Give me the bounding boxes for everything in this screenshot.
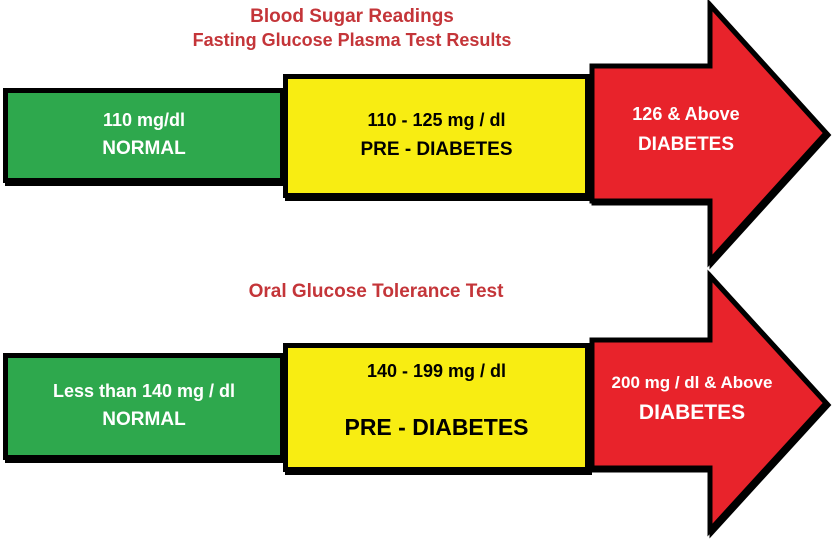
oral-diabetes-label: DIABETES: [638, 401, 746, 425]
fasting-normal-box: 110 mg/dl NORMAL: [3, 88, 285, 183]
oral-diabetes-range: 200 mg / dl & Above: [611, 373, 773, 392]
oral-normal-label: NORMAL: [102, 408, 186, 430]
oral-pre-diabetes-range: 140 - 199 mg / dl: [366, 361, 507, 381]
oral-normal-range: Less than 140 mg / dl: [52, 381, 236, 402]
fasting-diabetes-range: 126 & Above: [632, 104, 740, 124]
oral-pre-diabetes-label: PRE - DIABETES: [344, 414, 529, 441]
fasting-pre-diabetes-box: 110 - 125 mg / dl PRE - DIABETES: [283, 74, 590, 198]
oral-normal-box: Less than 140 mg / dl NORMAL: [3, 353, 285, 460]
fasting-pre-diabetes-range: 110 - 125 mg / dl: [367, 109, 506, 130]
fasting-normal-range: 110 mg/dl: [102, 109, 186, 130]
oral-diabetes-arrow-shape: [589, 269, 830, 537]
fasting-pre-diabetes-label: PRE - DIABETES: [360, 139, 513, 161]
fasting-test-subtitle: Fasting Glucose Plasma Test Results: [192, 30, 512, 50]
oral-pre-diabetes-box: 140 - 199 mg / dl PRE - DIABETES: [283, 343, 590, 472]
fasting-diabetes-label: DIABETES: [637, 134, 735, 156]
fasting-diabetes-arrow-shape: [589, 0, 830, 268]
fasting-diabetes-arrow-text: 126 & Above DIABETES: [588, 103, 784, 158]
page-title: Blood Sugar Readings: [250, 6, 454, 27]
oral-test-title: Oral Glucose Tolerance Test: [248, 281, 504, 302]
oral-diabetes-arrow-text: 200 mg / dl & Above DIABETES: [592, 372, 792, 426]
fasting-normal-label: NORMAL: [102, 138, 186, 160]
